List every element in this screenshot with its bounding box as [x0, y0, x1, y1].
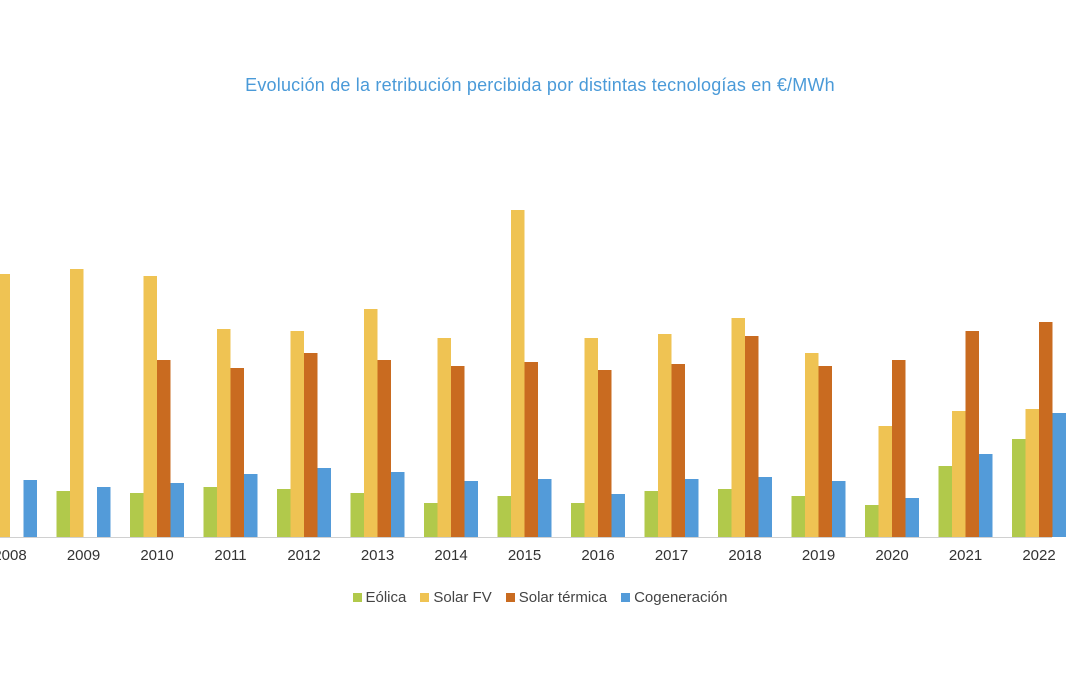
bar-solar-térmica-2018: [745, 336, 759, 537]
bar-eólica-2014: [424, 503, 438, 537]
bar-cogeneración-2022: [1052, 413, 1066, 537]
bar-solar-fv-2018: [731, 318, 745, 537]
legend: Eólica Solar FV Solar térmica Cogeneración: [0, 589, 1080, 606]
legend-label: Solar FV: [433, 589, 492, 606]
bar-cogeneración-2020: [905, 498, 919, 537]
legend-item: Cogeneración: [621, 589, 727, 606]
bar-solar-fv-2013: [364, 309, 378, 537]
bar-cogeneración-2015: [538, 479, 552, 537]
bar-solar-térmica-2022: [1039, 322, 1053, 537]
bar-solar-fv-2020: [878, 426, 892, 537]
bar-eólica-2020: [865, 505, 879, 537]
bar-solar-térmica-2014: [451, 366, 465, 537]
x-tick-label: 2012: [287, 547, 320, 564]
bar-eólica-2011: [203, 487, 217, 537]
x-tick-label: 2009: [67, 547, 100, 564]
bar-solar-fv-2017: [658, 334, 672, 537]
bar-eólica-2022: [1012, 439, 1026, 537]
bar-cogeneración-2014: [464, 481, 478, 537]
bar-solar-térmica-2010: [157, 360, 171, 537]
bar-cogeneración-2009: [97, 487, 111, 537]
bar-solar-térmica-2013: [377, 360, 391, 537]
bar-cogeneración-2018: [758, 477, 772, 537]
x-tick-label: 2008: [0, 547, 27, 564]
bar-cogeneración-2019: [832, 481, 846, 537]
x-tick-label: 2020: [875, 547, 908, 564]
bar-solar-fv-2015: [511, 210, 525, 537]
bar-cogeneración-2012: [317, 468, 331, 537]
bar-solar-térmica-2020: [892, 360, 906, 537]
x-tick-label: 2021: [949, 547, 982, 564]
bar-eólica-2009: [56, 491, 70, 537]
x-tick-label: 2010: [140, 547, 173, 564]
x-tick-label: 2014: [434, 547, 467, 564]
legend-swatch: [505, 593, 515, 602]
legend-swatch: [621, 593, 631, 602]
bar-eólica-2013: [350, 493, 364, 537]
bar-solar-térmica-2019: [818, 366, 832, 537]
bar-solar-térmica-2017: [671, 364, 685, 537]
legend-label: Eólica: [365, 589, 407, 606]
bar-eólica-2016: [571, 503, 585, 537]
bar-solar-fv-2019: [805, 353, 819, 537]
bar-eólica-2015: [497, 496, 511, 537]
bar-solar-fv-2010: [143, 276, 157, 537]
bar-cogeneración-2011: [244, 474, 258, 537]
bar-solar-fv-2012: [290, 331, 304, 537]
x-tick-label: 2013: [361, 547, 394, 564]
legend-label: Cogeneración: [634, 589, 728, 606]
x-tick-label: 2016: [581, 547, 614, 564]
x-tick-label: 2019: [802, 547, 835, 564]
bar-cogeneración-2016: [611, 494, 625, 537]
legend-item: Solar térmica: [505, 589, 608, 606]
bar-solar-fv-2021: [952, 411, 966, 537]
x-tick-label: 2011: [214, 547, 246, 564]
bar-eólica-2018: [718, 489, 732, 537]
bar-cogeneración-2021: [979, 454, 993, 537]
bar-solar-térmica-2012: [304, 353, 318, 537]
legend-item: Eólica: [352, 589, 407, 606]
x-tick-label: 2017: [655, 547, 688, 564]
chart-title: Evolución de la retribución percibida po…: [245, 75, 835, 95]
bar-solar-fv-2016: [584, 338, 598, 537]
bar-cogeneración-2008: [23, 480, 37, 537]
bar-eólica-2021: [938, 466, 952, 537]
legend-swatch: [352, 593, 362, 602]
bar-solar-térmica-2015: [524, 362, 538, 537]
bar-solar-fv-2014: [437, 338, 451, 537]
bar-eólica-2012: [277, 489, 291, 537]
bar-solar-fv-2022: [1025, 409, 1039, 537]
x-tick-label: 2018: [728, 547, 761, 564]
bar-solar-térmica-2016: [598, 370, 612, 537]
bar-eólica-2019: [791, 496, 805, 537]
bar-eólica-2010: [130, 493, 144, 537]
bar-solar-térmica-2011: [230, 368, 244, 537]
legend-swatch: [420, 593, 430, 602]
x-tick-label: 2015: [508, 547, 541, 564]
bar-cogeneración-2017: [685, 479, 699, 537]
bar-solar-fv-2011: [217, 329, 231, 537]
bar-solar-fv-2009: [70, 269, 84, 537]
legend-item: Solar FV: [420, 589, 492, 606]
legend-label: Solar térmica: [518, 589, 608, 606]
bar-solar-fv-2008: [0, 274, 10, 537]
bar-cogeneración-2013: [391, 472, 405, 537]
bar-solar-térmica-2021: [965, 331, 979, 537]
x-tick-label: 2022: [1022, 547, 1055, 564]
bar-eólica-2017: [644, 491, 658, 537]
bar-cogeneración-2010: [170, 483, 184, 537]
